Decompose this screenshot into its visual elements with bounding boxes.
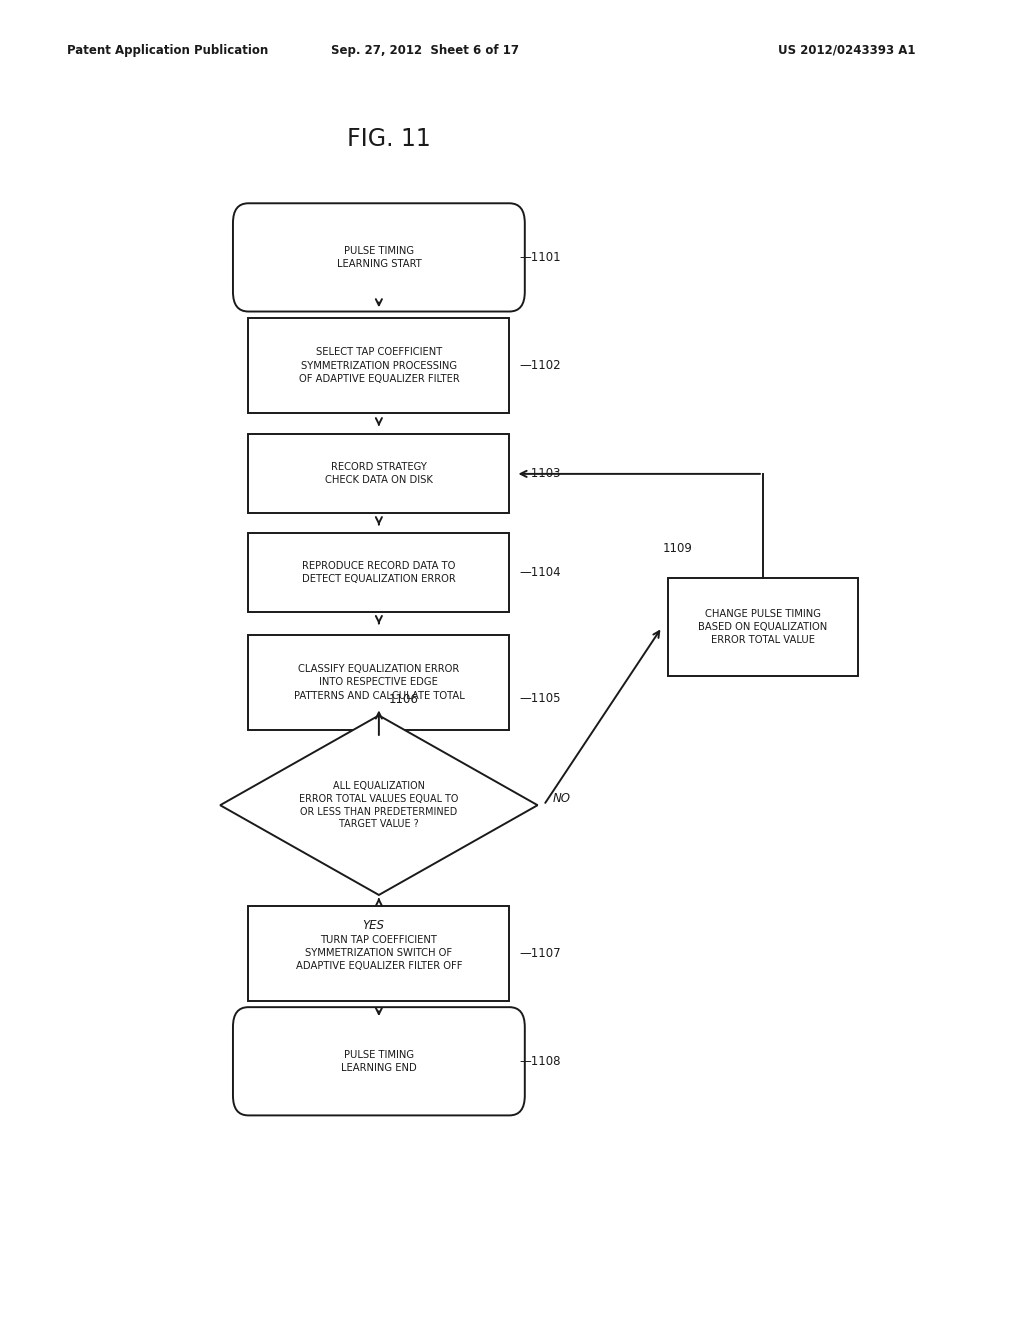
Polygon shape <box>220 715 538 895</box>
Text: —1103: —1103 <box>519 467 561 480</box>
Text: US 2012/0243393 A1: US 2012/0243393 A1 <box>778 44 915 57</box>
Text: Patent Application Publication: Patent Application Publication <box>67 44 268 57</box>
Text: —1108: —1108 <box>519 1055 561 1068</box>
Text: TURN TAP COEFFICIENT
SYMMETRIZATION SWITCH OF
ADAPTIVE EQUALIZER FILTER OFF: TURN TAP COEFFICIENT SYMMETRIZATION SWIT… <box>296 935 462 972</box>
Text: SELECT TAP COEFFICIENT
SYMMETRIZATION PROCESSING
OF ADAPTIVE EQUALIZER FILTER: SELECT TAP COEFFICIENT SYMMETRIZATION PR… <box>299 347 459 384</box>
Text: FIG. 11: FIG. 11 <box>347 127 431 150</box>
Text: —1105: —1105 <box>519 692 561 705</box>
Text: CLASSIFY EQUALIZATION ERROR
INTO RESPECTIVE EDGE
PATTERNS AND CALCULATE TOTAL: CLASSIFY EQUALIZATION ERROR INTO RESPECT… <box>294 664 464 701</box>
Text: CHANGE PULSE TIMING
BASED ON EQUALIZATION
ERROR TOTAL VALUE: CHANGE PULSE TIMING BASED ON EQUALIZATIO… <box>698 609 827 645</box>
Text: NO: NO <box>553 792 571 805</box>
FancyBboxPatch shape <box>232 1007 524 1115</box>
Text: 1106: 1106 <box>389 693 419 706</box>
FancyBboxPatch shape <box>232 203 524 312</box>
Bar <box>248 318 510 413</box>
Text: 1109: 1109 <box>664 543 693 554</box>
Text: —1107: —1107 <box>519 946 561 960</box>
Text: PULSE TIMING
LEARNING START: PULSE TIMING LEARNING START <box>337 246 421 269</box>
Text: PULSE TIMING
LEARNING END: PULSE TIMING LEARNING END <box>341 1049 417 1073</box>
Bar <box>668 578 857 676</box>
Text: —1102: —1102 <box>519 359 561 372</box>
Text: YES: YES <box>362 919 385 932</box>
Text: REPRODUCE RECORD DATA TO
DETECT EQUALIZATION ERROR: REPRODUCE RECORD DATA TO DETECT EQUALIZA… <box>302 561 456 585</box>
Bar <box>248 434 510 513</box>
Bar <box>248 533 510 612</box>
Text: —1101: —1101 <box>519 251 561 264</box>
Bar <box>248 906 510 1001</box>
Text: ALL EQUALIZATION
ERROR TOTAL VALUES EQUAL TO
OR LESS THAN PREDETERMINED
TARGET V: ALL EQUALIZATION ERROR TOTAL VALUES EQUA… <box>299 781 459 829</box>
Text: Sep. 27, 2012  Sheet 6 of 17: Sep. 27, 2012 Sheet 6 of 17 <box>331 44 519 57</box>
Text: —1104: —1104 <box>519 566 561 579</box>
Text: RECORD STRATEGY
CHECK DATA ON DISK: RECORD STRATEGY CHECK DATA ON DISK <box>325 462 433 486</box>
Bar <box>248 635 510 730</box>
